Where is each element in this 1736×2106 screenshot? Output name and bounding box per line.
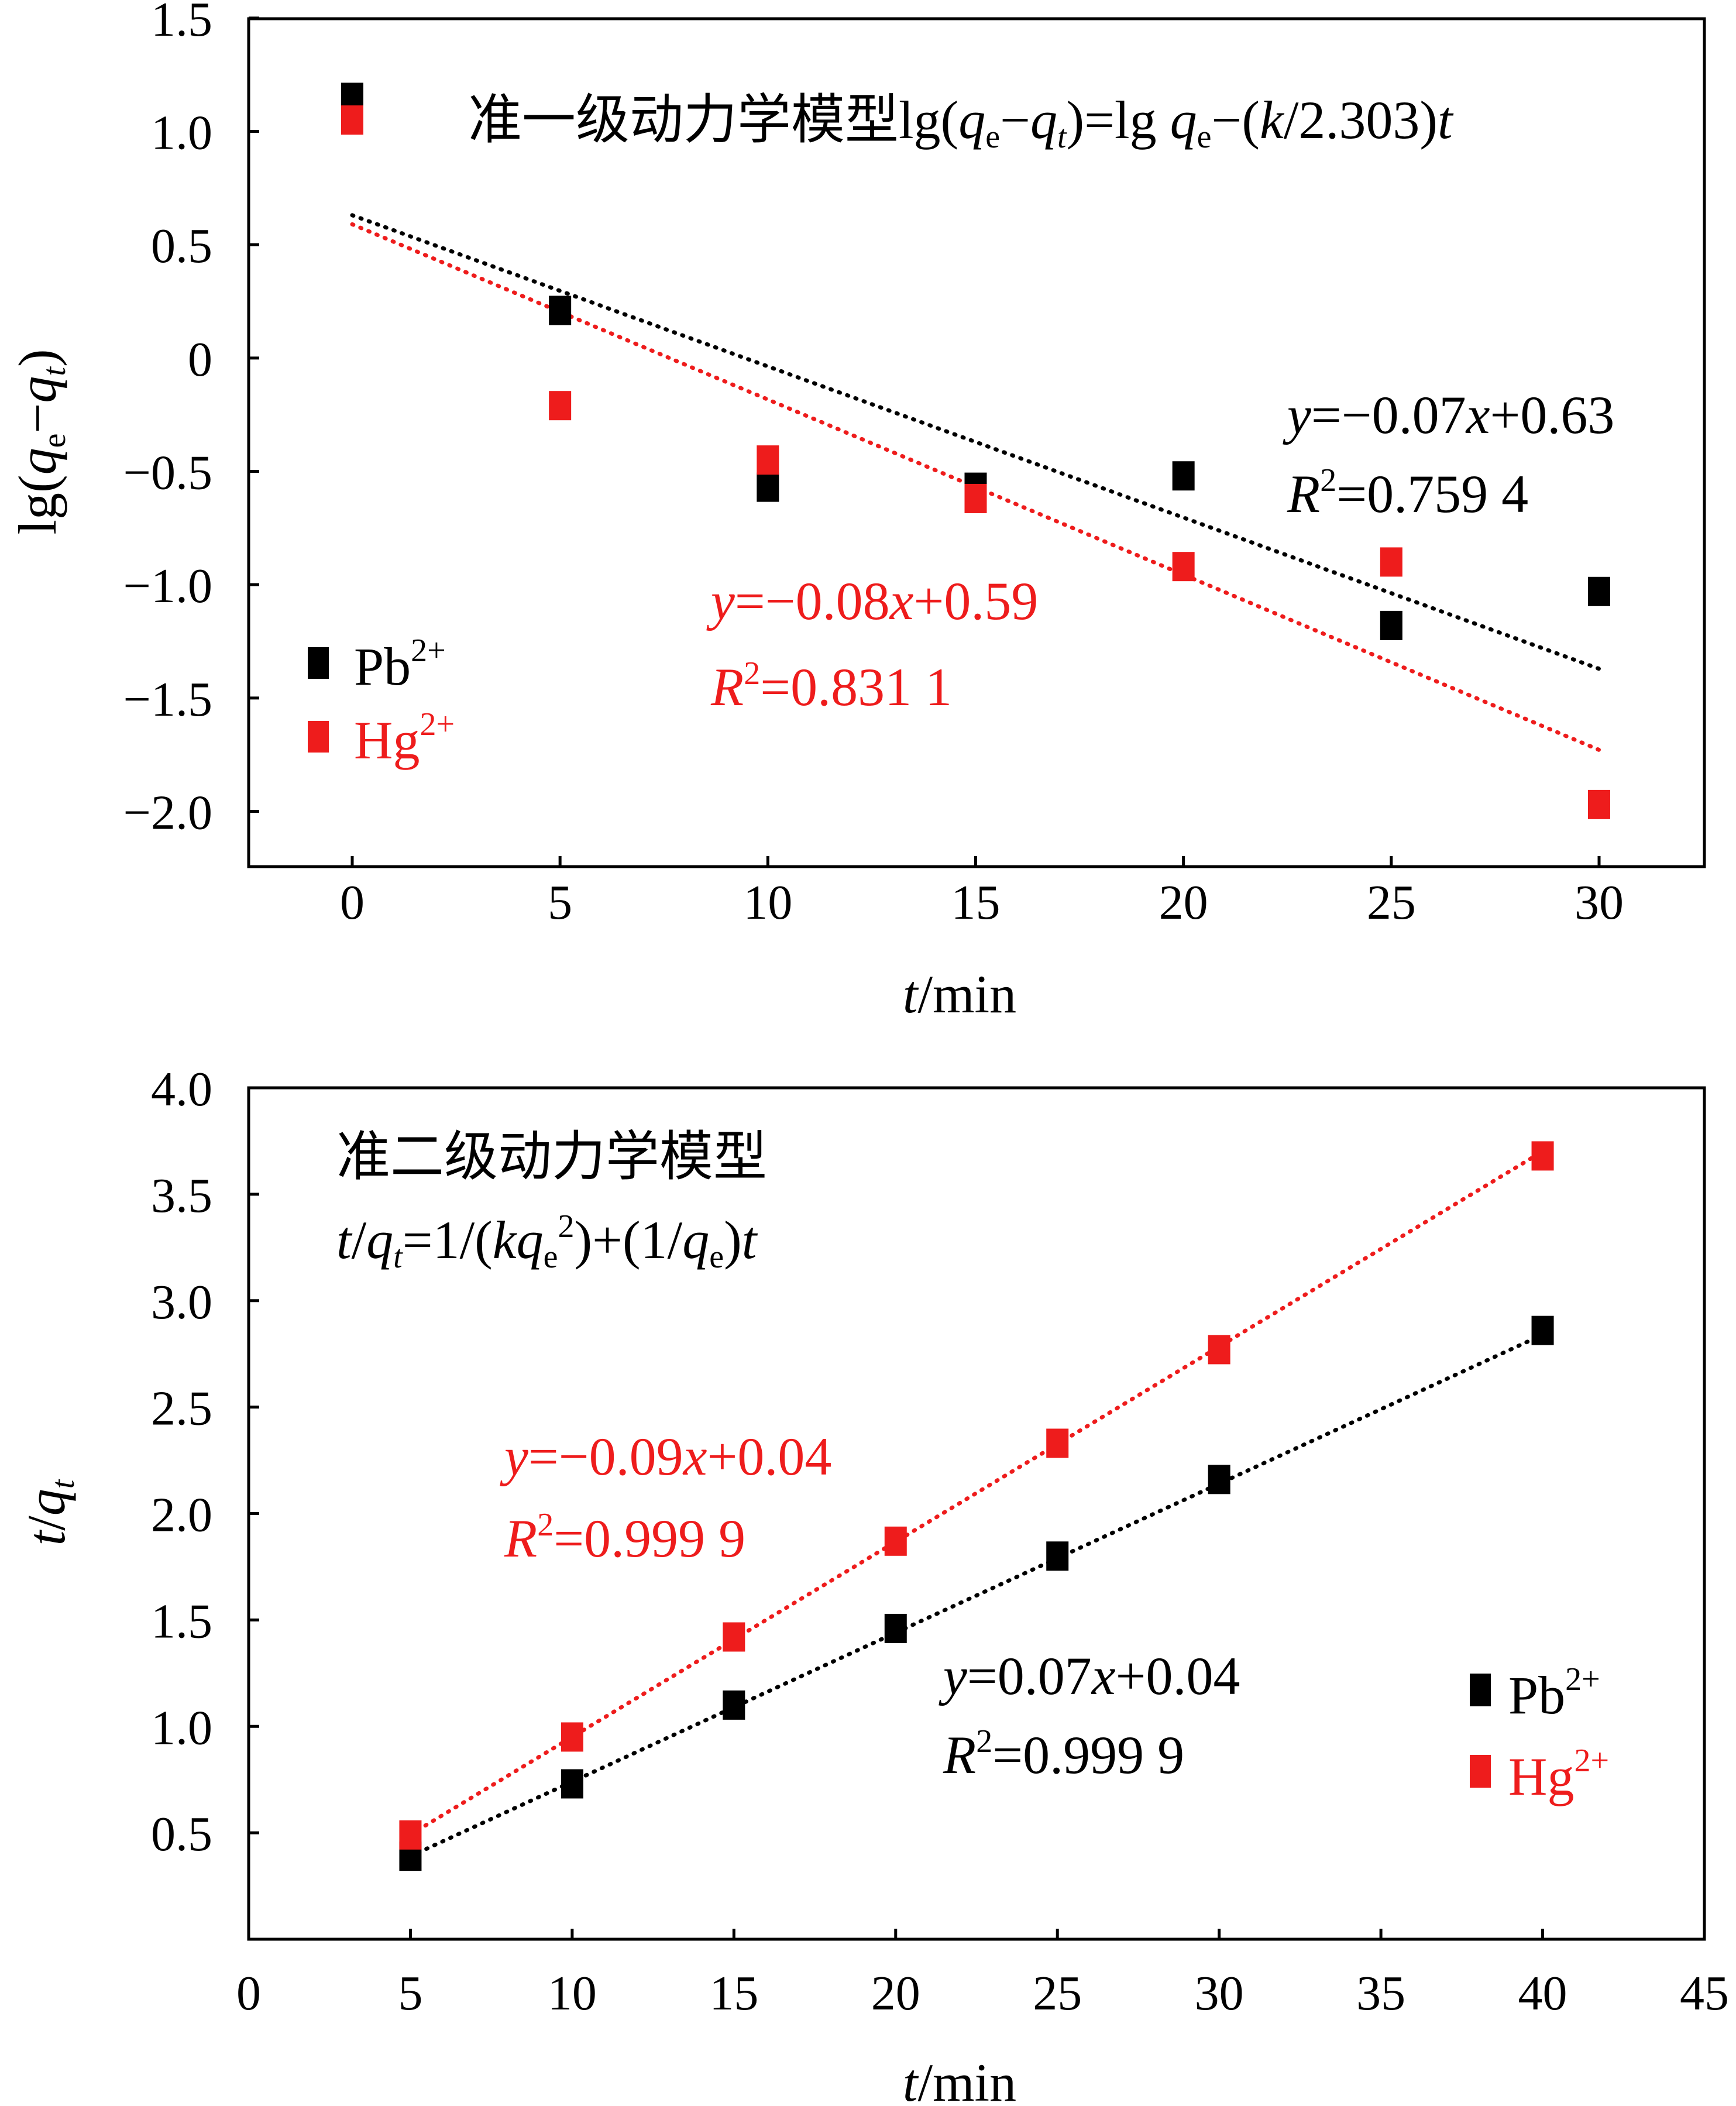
x-tick-label: 0: [340, 875, 365, 930]
hg-point: [757, 445, 779, 475]
pb-point: [1588, 576, 1610, 606]
pb-point: [723, 1690, 745, 1720]
x-tick-label: 40: [1518, 1966, 1567, 2021]
hg-point: [1531, 1141, 1554, 1171]
x-axis-ticks: 0 5 10 15 20 25 30 35 40 45: [236, 1929, 1729, 2021]
pb-fit-equation: y=0.07x+0.04: [939, 1646, 1240, 1706]
hg-point: [399, 1820, 422, 1850]
legend-swatch-hg: [308, 721, 329, 753]
x-tick-label: 35: [1356, 1966, 1405, 2021]
y-axis-ticks: 4.0 3.5 3.0 2.5 2.0 1.5 1.0 0.5: [151, 1062, 259, 1861]
x-axis-title: t/min: [903, 2053, 1016, 2106]
x-tick-label: 15: [951, 875, 1001, 930]
y-tick-label: −2.0: [123, 786, 212, 840]
pseudo-first-order-chart: 1.51.00.50−0.5−1.0−1.5−2.0 0 5 10 15 20 25 30 …: [8, 0, 1706, 1024]
pb-fit-equation: y=−0.07x+0.63: [1283, 385, 1614, 445]
hg-point: [884, 1526, 907, 1556]
legend-label-hg: Hg2+: [1508, 1743, 1609, 1806]
y-tick-label: 2.5: [151, 1382, 212, 1436]
hg-point: [561, 1722, 583, 1752]
x-tick-label: 5: [548, 875, 572, 930]
pb-trendline: [408, 1332, 1545, 1858]
y-tick-label: 0.5: [151, 1807, 212, 1861]
pb-fit-r2: R2=0.759 4: [1287, 462, 1528, 524]
data-points: [341, 83, 1610, 819]
pb-point: [757, 472, 779, 502]
hg-trendline: [408, 1149, 1545, 1837]
hg-point: [723, 1622, 745, 1652]
x-tick-label: 10: [548, 1966, 597, 2021]
chart-title: 准一级动力学模型lg(qe−qt)=lg qe−(k/2.303)t: [468, 90, 1454, 155]
pb-fit-r2: R2=0.999 9: [943, 1723, 1184, 1785]
pb-point: [1208, 1465, 1230, 1495]
x-axis-ticks: 0 5 10 15 20 25 30: [340, 856, 1624, 930]
hg-fit-r2: R2=0.831 1: [710, 655, 952, 717]
legend: Pb2+ Hg2+: [1470, 1661, 1609, 1806]
pb-point: [884, 1613, 907, 1643]
hg-fit-r2: R2=0.999 9: [504, 1507, 745, 1568]
legend: Pb2+ Hg2+: [308, 633, 455, 770]
x-tick-label: 5: [398, 1966, 422, 2021]
x-tick-label: 20: [1159, 875, 1208, 930]
y-tick-label: −1.5: [123, 672, 212, 727]
hg-point: [1208, 1335, 1230, 1365]
hg-point: [1172, 552, 1195, 582]
x-axis-title: t/min: [903, 964, 1016, 1024]
pb-point: [549, 296, 572, 325]
y-tick-label: 1.0: [151, 1700, 212, 1755]
y-tick-label: −0.5: [123, 446, 212, 500]
x-tick-label: 0: [236, 1966, 261, 2021]
y-tick-label: 3.0: [151, 1275, 212, 1329]
hg-point: [1380, 547, 1402, 577]
x-tick-label: 15: [709, 1966, 758, 2021]
legend-label-hg: Hg2+: [354, 706, 455, 770]
legend-label-pb: Pb2+: [354, 633, 446, 696]
legend-swatch-hg: [1470, 1755, 1491, 1788]
y-tick-label: 3.5: [151, 1169, 212, 1223]
x-tick-label: 10: [743, 875, 792, 930]
pb-point: [1172, 461, 1195, 491]
hg-point: [549, 391, 572, 421]
y-tick-label: −1.0: [123, 559, 212, 613]
hg-point: [341, 105, 363, 135]
data-points: [399, 1141, 1554, 1871]
hg-point: [1588, 789, 1610, 819]
y-tick-label: 0: [188, 332, 212, 387]
y-tick-label: 1.0: [151, 106, 212, 160]
x-tick-label: 45: [1680, 1966, 1729, 2021]
y-tick-label: 1.5: [151, 1594, 212, 1648]
pseudo-second-order-chart: 4.0 3.5 3.0 2.5 2.0 1.5 1.0 0.5 0 5 10 15 20 25 30 35 4…: [16, 1062, 1729, 2106]
x-tick-label: 30: [1195, 1966, 1244, 2021]
model-formula: t/qt=1/(kqe2)+(1/qe)t: [336, 1208, 758, 1275]
x-tick-label: 30: [1575, 875, 1624, 930]
y-tick-label: 4.0: [151, 1062, 212, 1116]
trendlines: [408, 1149, 1545, 1858]
hg-fit-equation: y=−0.09x+0.04: [500, 1427, 831, 1486]
pb-trendline: [350, 213, 1601, 671]
legend-label-pb: Pb2+: [1508, 1661, 1600, 1725]
y-axis-title: lg(qe−qt): [8, 349, 73, 534]
x-tick-label: 20: [871, 1966, 920, 2021]
pb-point: [1531, 1315, 1554, 1345]
y-tick-label: 1.5: [151, 0, 212, 47]
hg-fit-equation: y=−0.08x+0.59: [706, 571, 1038, 631]
pb-point: [561, 1769, 583, 1799]
legend-swatch-pb: [1470, 1674, 1491, 1706]
y-tick-label: 0.5: [151, 219, 212, 273]
legend-swatch-pb: [308, 647, 329, 679]
pb-point: [1046, 1541, 1069, 1571]
hg-point: [964, 483, 987, 513]
pb-point: [1380, 610, 1402, 640]
y-axis-ticks: 1.5 1.0 0.5 0 −0.5 −1.0 −1.5 −2.0: [123, 0, 259, 840]
x-tick-label: 25: [1367, 875, 1416, 930]
y-axis-title: t/qt: [16, 1479, 81, 1545]
x-tick-label: 25: [1033, 1966, 1082, 2021]
y-tick-label: 2.0: [151, 1488, 212, 1542]
chart-title: 准二级动力学模型: [336, 1127, 767, 1187]
hg-point: [1046, 1428, 1069, 1458]
